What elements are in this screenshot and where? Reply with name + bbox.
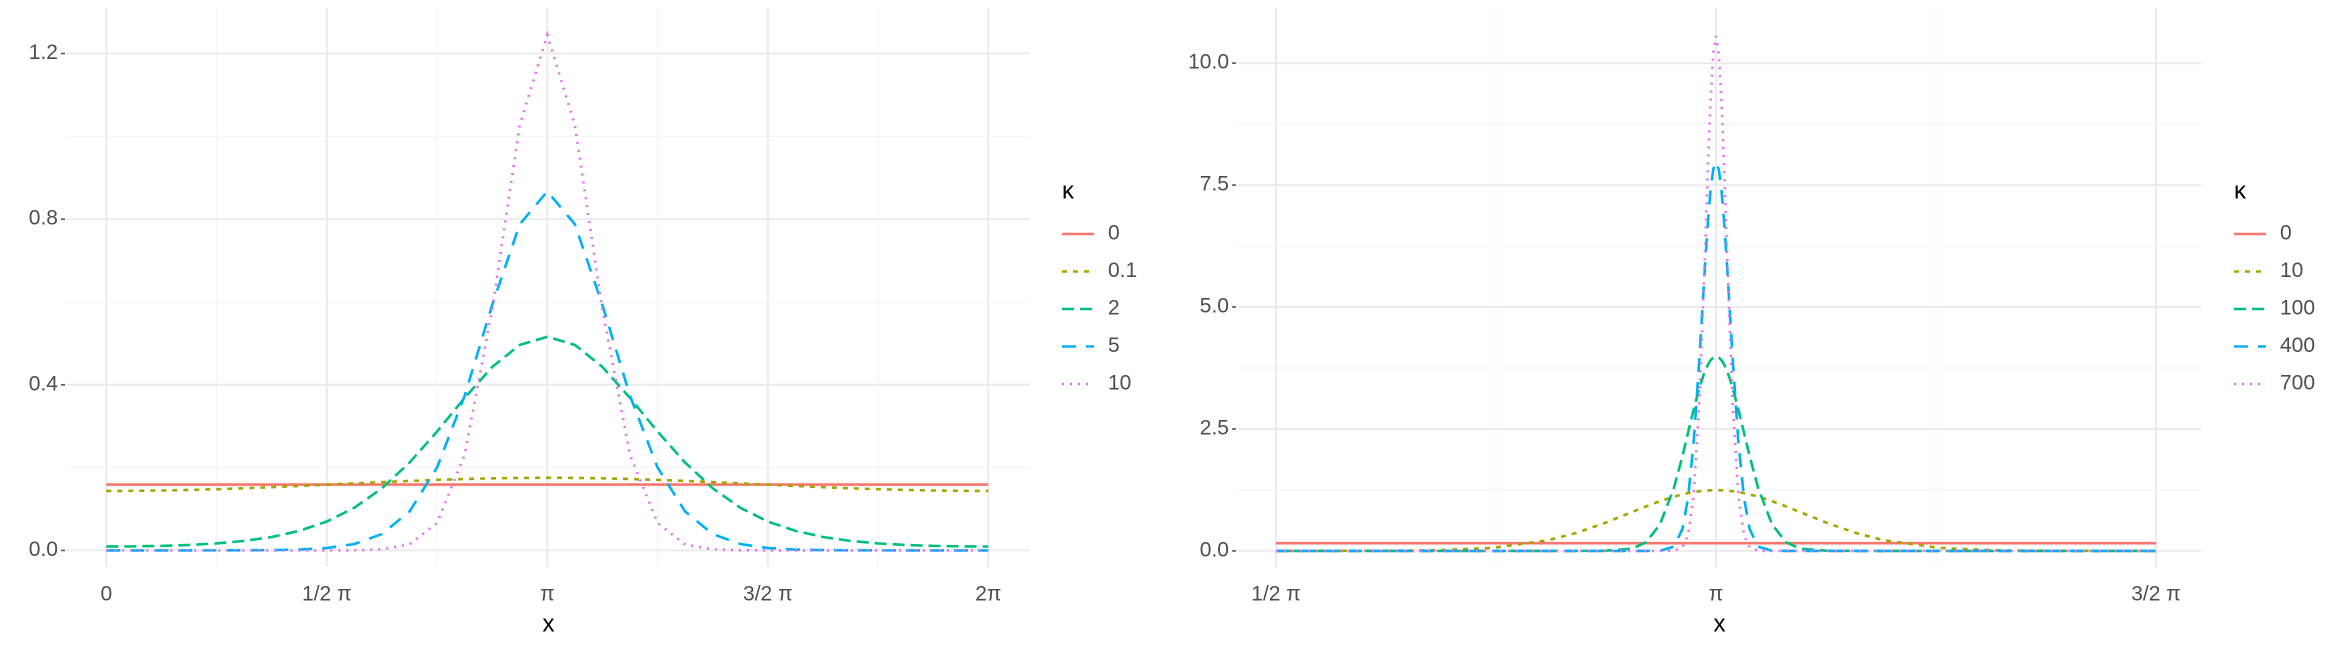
- x-tick-label: 3/2 π: [743, 583, 793, 606]
- legend-title: κ: [1062, 177, 1075, 204]
- legend-label: 700: [2280, 372, 2315, 395]
- legend-label: 100: [2280, 297, 2315, 320]
- legend-label: 0.1: [1108, 259, 1137, 282]
- legend-label: 0: [2280, 222, 2292, 245]
- x-tick-label: 0: [100, 583, 112, 606]
- x-tick-label: 1/2 π: [302, 583, 352, 606]
- legend-label: 2: [1108, 297, 1120, 320]
- legend-label: 5: [1108, 334, 1120, 357]
- x-tick-label: 1/2 π: [1251, 583, 1301, 606]
- y-tick-label: 0.4: [29, 372, 59, 395]
- series-line: [106, 189, 989, 552]
- series-line: [106, 30, 989, 552]
- chart-panel: 1/2 π π 3/2 π 0.0 2.5 5.0 7.5 10.0 x κ 0 10 100 400 70…: [1188, 8, 2315, 637]
- x-axis-title: x: [543, 610, 555, 637]
- y-tick-label: 7.5: [1200, 173, 1229, 196]
- y-tick-label: 0.0: [29, 538, 58, 561]
- series-line: [1276, 158, 2157, 553]
- legend-label: 10: [2280, 259, 2303, 282]
- legend-label: 0: [1108, 222, 1120, 245]
- chart-panel: 0 1/2 π π 3/2 π 2π 0.0 0.4 0.8 1.2 x κ 0 0.1 2 5 10: [29, 8, 1137, 637]
- y-tick-label: 10.0: [1188, 51, 1229, 74]
- legend-label: 400: [2280, 334, 2315, 357]
- x-tick-label: π: [540, 583, 555, 606]
- legend-title: κ: [2234, 177, 2247, 204]
- y-tick-label: 1.2: [29, 41, 58, 64]
- legend-label: 10: [1108, 372, 1131, 395]
- x-tick-label: 3/2 π: [2131, 583, 2181, 606]
- series-line: [1276, 35, 2157, 553]
- series-line: [106, 335, 989, 548]
- y-tick-label: 0.8: [29, 207, 58, 230]
- x-axis-title: x: [1714, 610, 1726, 637]
- series-line: [1276, 355, 2157, 553]
- y-tick-label: 5.0: [1200, 295, 1229, 318]
- y-tick-label: 0.0: [1200, 538, 1229, 561]
- y-tick-label: 2.5: [1200, 417, 1229, 440]
- series-line: [106, 476, 989, 493]
- x-tick-label: π: [1709, 583, 1724, 606]
- x-tick-label: 2π: [975, 583, 1001, 606]
